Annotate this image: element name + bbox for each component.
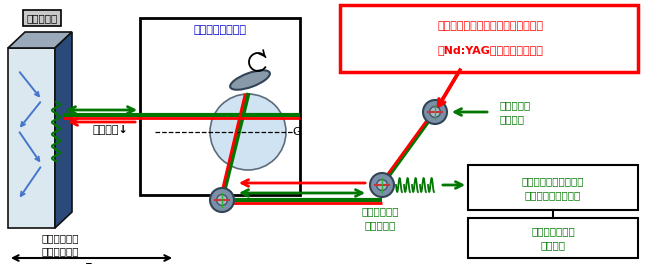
Text: スキャン↓: スキャン↓ (92, 125, 128, 135)
Polygon shape (55, 32, 72, 228)
Text: レーザー計測システム
（レーザー干渉計）: レーザー計測システム （レーザー干渉計） (522, 176, 584, 200)
Circle shape (216, 195, 228, 205)
Ellipse shape (230, 70, 270, 90)
Polygon shape (468, 218, 638, 258)
Text: 高速動作が可能な振動励起レーザー: 高速動作が可能な振動励起レーザー (437, 21, 543, 31)
Text: コンクリート
（検査対象）: コンクリート （検査対象） (41, 233, 79, 257)
Text: 高速走査ユニット: 高速走査ユニット (194, 25, 246, 35)
Polygon shape (468, 165, 638, 210)
Circle shape (423, 100, 447, 124)
Polygon shape (340, 5, 638, 72)
Circle shape (210, 94, 286, 170)
Text: （Nd:YAGパルスレーザー）: （Nd:YAGパルスレーザー） (437, 45, 543, 55)
Text: 欠陥判定＆表示
システム: 欠陥判定＆表示 システム (531, 226, 575, 250)
Circle shape (210, 188, 234, 212)
Text: 振動検出用
レーザー: 振動検出用 レーザー (500, 100, 531, 124)
Polygon shape (8, 48, 55, 228)
Text: G: G (292, 127, 300, 137)
Circle shape (376, 180, 387, 190)
Text: 内部の情報を
含んだ信号: 内部の情報を 含んだ信号 (361, 206, 398, 230)
Circle shape (370, 173, 394, 197)
Circle shape (430, 107, 441, 117)
Polygon shape (8, 32, 72, 48)
Text: 表面が振動: 表面が振動 (27, 13, 58, 23)
Polygon shape (140, 18, 300, 195)
Text: >5 m: >5 m (75, 262, 109, 264)
